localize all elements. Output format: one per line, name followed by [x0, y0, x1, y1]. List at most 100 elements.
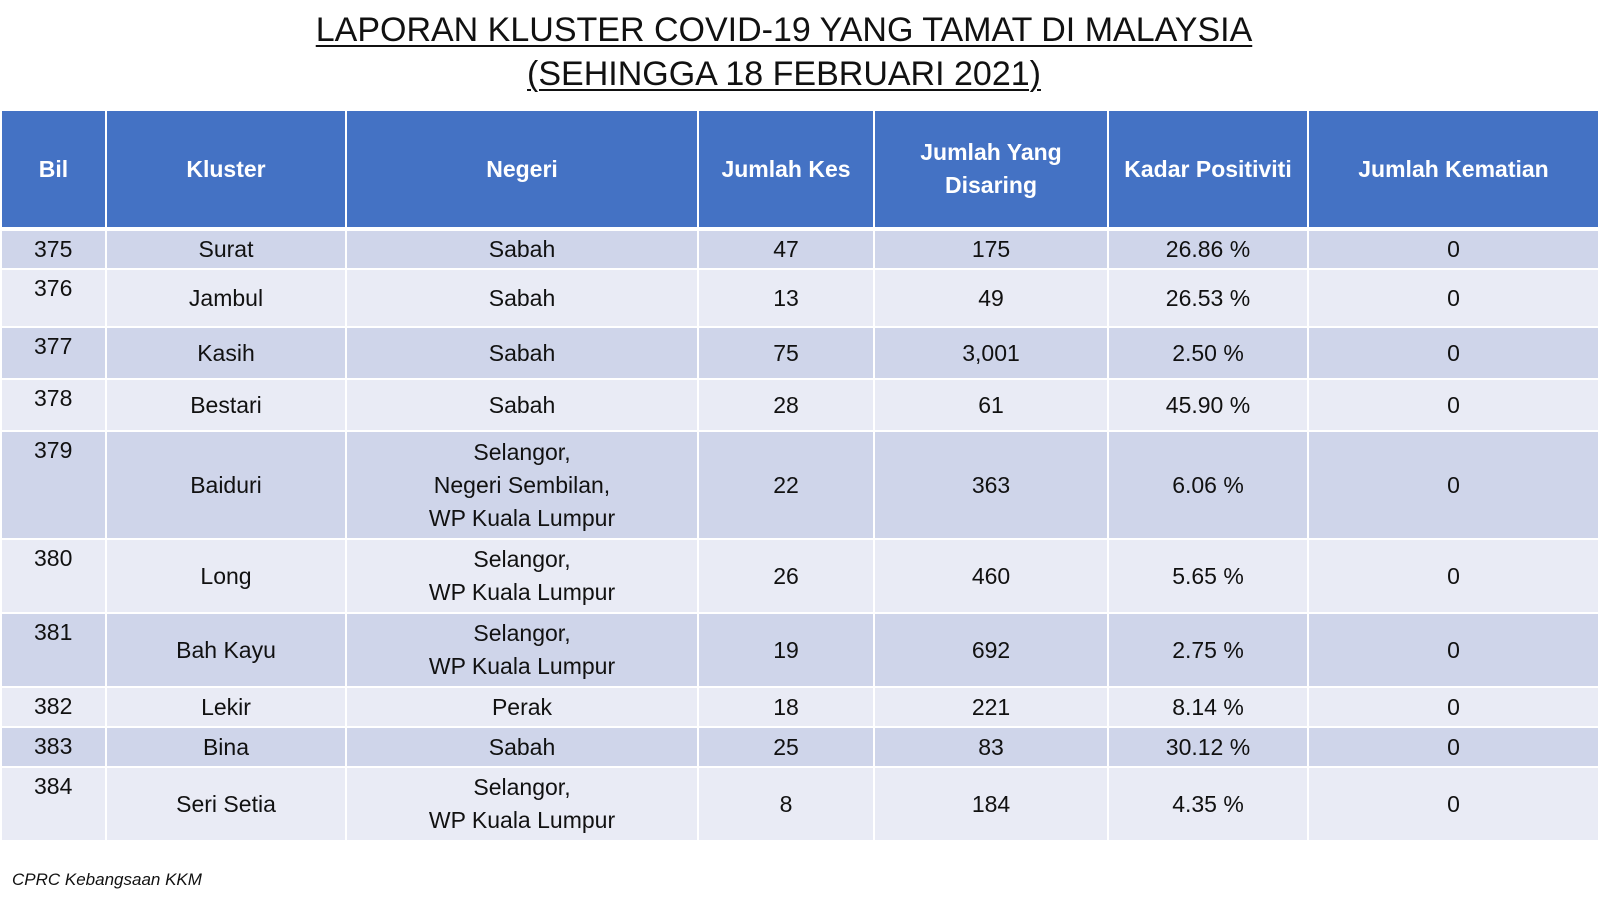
cell-bil: 375	[0, 228, 107, 270]
header-kluster: Kluster	[105, 111, 347, 231]
cell-jumlah-kes: 26	[697, 538, 875, 614]
cell-kadar-positiviti: 30.12 %	[1107, 726, 1309, 768]
header-kadar-positiviti: Kadar Positiviti	[1107, 111, 1309, 231]
negeri-line: Selangor,	[473, 620, 571, 646]
cell-kadar-positiviti: 8.14 %	[1107, 686, 1309, 728]
cell-negeri: Selangor, WP Kuala Lumpur	[345, 612, 699, 688]
negeri-line: Selangor,	[473, 438, 571, 465]
cell-kadar-positiviti: 2.75 %	[1107, 612, 1309, 688]
header-jumlah-disaring: Jumlah Yang Disaring	[873, 111, 1109, 231]
cell-jumlah-disaring: 184	[873, 766, 1109, 842]
source-note: CPRC Kebangsaan KKM	[12, 870, 202, 889]
table-row: 379 Baiduri Selangor, Negeri Sembilan, WP Ku…	[0, 430, 1600, 540]
cell-kadar-positiviti: 45.90 %	[1107, 378, 1309, 432]
cell-kluster: Jambul	[105, 268, 347, 328]
cell-jumlah-kematian: 0	[1307, 378, 1600, 432]
negeri-line: Sabah	[488, 339, 556, 366]
cell-negeri: Sabah	[345, 268, 699, 328]
cell-bil: 380	[0, 538, 107, 614]
cell-jumlah-kematian: 0	[1307, 612, 1600, 688]
cell-negeri: Selangor, WP Kuala Lumpur	[345, 766, 699, 842]
cell-jumlah-kematian: 0	[1307, 686, 1600, 728]
cell-kadar-positiviti: 5.65 %	[1107, 538, 1309, 614]
cell-jumlah-kes: 75	[697, 326, 875, 380]
table-row: 376 Jambul Sabah 13 49 26.53 % 0	[0, 268, 1600, 328]
cell-negeri: Selangor, WP Kuala Lumpur	[345, 538, 699, 614]
table-row: 377 Kasih Sabah 75 3,001 2.50 % 0	[0, 326, 1600, 380]
cell-bil: 381	[0, 612, 107, 688]
cell-kadar-positiviti: 4.35 %	[1107, 766, 1309, 842]
cell-kluster: Bah Kayu	[105, 612, 347, 688]
negeri-line: Selangor,	[473, 546, 571, 572]
cell-jumlah-disaring: 221	[873, 686, 1109, 728]
table-body: 375 Surat Sabah 47 175 26.86 % 0 376 Jambul Sabah…	[0, 228, 1600, 842]
cell-kadar-positiviti: 6.06 %	[1107, 430, 1309, 540]
cell-jumlah-disaring: 175	[873, 228, 1109, 270]
cell-jumlah-kes: 22	[697, 430, 875, 540]
cell-bil: 376	[0, 268, 107, 328]
cell-kluster: Bina	[105, 726, 347, 768]
header-bil: Bil	[0, 111, 107, 231]
cell-kadar-positiviti: 2.50 %	[1107, 326, 1309, 380]
cell-negeri: Sabah	[345, 726, 699, 768]
page-title: LAPORAN KLUSTER COVID-19 YANG TAMAT DI M…	[0, 8, 1568, 96]
cell-kluster: Lekir	[105, 686, 347, 728]
cell-jumlah-kes: 25	[697, 726, 875, 768]
cell-jumlah-kematian: 0	[1307, 430, 1600, 540]
cell-negeri: Sabah	[345, 228, 699, 270]
cell-jumlah-kematian: 0	[1307, 766, 1600, 842]
title-line-1: LAPORAN KLUSTER COVID-19 YANG TAMAT DI M…	[315, 11, 1253, 49]
cell-jumlah-disaring: 61	[873, 378, 1109, 432]
table-row: 380 Long Selangor, WP Kuala Lumpur 26 460 5.65…	[0, 538, 1600, 614]
cell-kluster: Baiduri	[105, 430, 347, 540]
cell-jumlah-disaring: 83	[873, 726, 1109, 768]
negeri-line: Perak	[491, 693, 553, 720]
cell-kluster: Long	[105, 538, 347, 614]
table-row: 381 Bah Kayu Selangor, WP Kuala Lumpur 19 692…	[0, 612, 1600, 688]
cell-jumlah-disaring: 692	[873, 612, 1109, 688]
cell-kadar-positiviti: 26.53 %	[1107, 268, 1309, 328]
cell-bil: 378	[0, 378, 107, 432]
negeri-line: Sabah	[488, 236, 556, 262]
cell-negeri: Sabah	[345, 378, 699, 432]
negeri-line: Sabah	[488, 391, 556, 418]
negeri-line: Negeri Sembilan,	[433, 471, 611, 498]
cell-jumlah-kematian: 0	[1307, 538, 1600, 614]
cell-bil: 382	[0, 686, 107, 728]
negeri-line: WP Kuala Lumpur	[428, 579, 616, 605]
negeri-line: Selangor,	[473, 774, 571, 800]
cell-jumlah-kematian: 0	[1307, 268, 1600, 328]
cell-kluster: Kasih	[105, 326, 347, 380]
negeri-line: Sabah	[488, 284, 556, 311]
cell-jumlah-disaring: 49	[873, 268, 1109, 328]
header-negeri: Negeri	[345, 111, 699, 231]
cell-negeri: Perak	[345, 686, 699, 728]
negeri-line: WP Kuala Lumpur	[428, 807, 616, 833]
table-header-row: Bil Kluster Negeri Jumlah Kes Jumlah Yan…	[0, 111, 1600, 231]
table-row: 384 Seri Setia Selangor, WP Kuala Lumpur 8 18…	[0, 766, 1600, 842]
cell-kluster: Seri Setia	[105, 766, 347, 842]
cell-negeri: Sabah	[345, 326, 699, 380]
cell-negeri: Selangor, Negeri Sembilan, WP Kuala Lumpur	[345, 430, 699, 540]
cell-bil: 379	[0, 430, 107, 540]
header-jumlah-disaring-line-2: Disaring	[944, 172, 1038, 198]
cell-jumlah-disaring: 3,001	[873, 326, 1109, 380]
table-row: 383 Bina Sabah 25 83 30.12 % 0	[0, 726, 1600, 768]
header-jumlah-disaring-line-1: Jumlah Yang	[920, 139, 1062, 165]
negeri-line: WP Kuala Lumpur	[428, 504, 616, 531]
cell-bil: 377	[0, 326, 107, 380]
cell-jumlah-kes: 13	[697, 268, 875, 328]
negeri-line: WP Kuala Lumpur	[428, 653, 616, 679]
table-row: 378 Bestari Sabah 28 61 45.90 % 0	[0, 378, 1600, 432]
cell-kluster: Surat	[105, 228, 347, 270]
cell-jumlah-kes: 28	[697, 378, 875, 432]
cell-jumlah-kes: 18	[697, 686, 875, 728]
cell-jumlah-kematian: 0	[1307, 228, 1600, 270]
cell-kluster: Bestari	[105, 378, 347, 432]
header-jumlah-kematian: Jumlah Kematian	[1307, 111, 1600, 231]
cluster-table-container: Bil Kluster Negeri Jumlah Kes Jumlah Yan…	[0, 111, 1600, 842]
title-line-2: (SEHINGGA 18 FEBRUARI 2021)	[527, 55, 1041, 93]
cell-bil: 383	[0, 726, 107, 768]
cell-bil: 384	[0, 766, 107, 842]
